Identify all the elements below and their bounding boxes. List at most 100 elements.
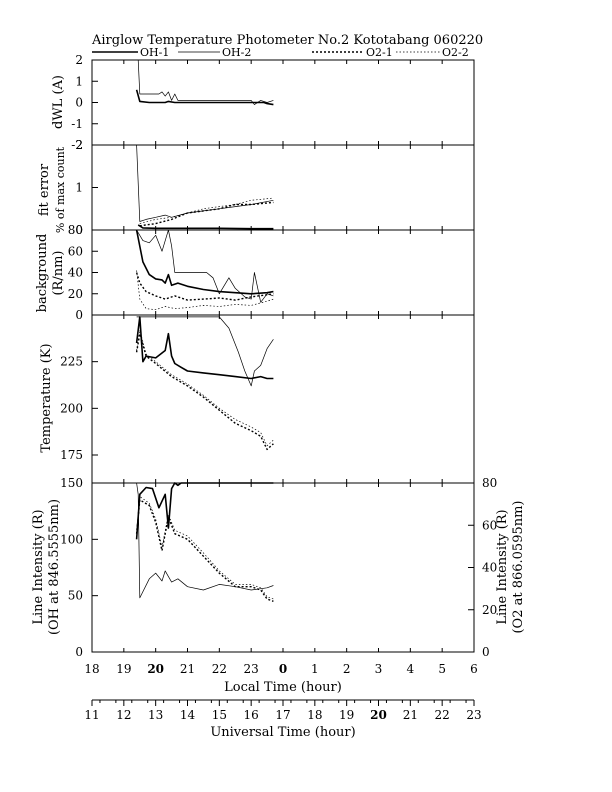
y-tick-label: 0	[75, 308, 83, 322]
x-tick-label-local: 6	[470, 662, 478, 676]
x-tick-label-local: 21	[180, 662, 195, 676]
y-axis-label-right: (O2 at 866.0595nm)	[511, 500, 526, 633]
y-tick-label-right: 20	[482, 603, 497, 617]
x-axis-label-local: Local Time (hour)	[224, 680, 342, 695]
y-tick-label: 0	[75, 223, 83, 237]
y-tick-label-right: 0	[482, 645, 490, 659]
panel-frame	[91, 482, 475, 653]
chart-title: Airglow Temperature Photometer No.2 Koto…	[91, 33, 483, 48]
y-axis-label: fit error	[37, 163, 52, 216]
series-o21	[135, 333, 274, 451]
series-o21	[135, 272, 274, 301]
y-tick-label: -1	[71, 117, 83, 131]
x-axis-universal: 11 12 13 14 15 16 17 18 19 20 21 22 23 Universal Tim…	[84, 699, 482, 740]
x-axis-label-universal: Universal Time (hour)	[210, 725, 355, 740]
y-axis-label: % of max count	[54, 146, 67, 233]
series-o22	[136, 329, 274, 447]
series-oh2	[136, 316, 274, 387]
x-tick-label-universal: 17	[275, 708, 290, 722]
y-axis-label: (OH at 846.5555nm)	[47, 499, 62, 635]
x-tick-label-universal: 22	[435, 708, 450, 722]
x-tick-label-local: 18	[84, 662, 99, 676]
x-tick-label-local: 23	[244, 662, 259, 676]
panel-frame	[91, 144, 475, 231]
y-tick-label: 1	[75, 181, 83, 195]
y-tick-label: 1	[75, 74, 83, 88]
y-tick-label-right: 60	[482, 518, 497, 532]
series-oh1	[135, 229, 274, 295]
legend: OH-1 OH-2 O2-1 O2-2	[92, 46, 469, 59]
y-tick-label: 40	[68, 266, 83, 280]
panel-temperature: 225 200 175 Temperature (K)	[39, 314, 475, 484]
y-tick-label-right: 40	[482, 561, 497, 575]
y-tick-label: 200	[60, 401, 83, 415]
x-tick-label-universal: 23	[466, 708, 481, 722]
y-tick-label-right: 80	[482, 476, 497, 490]
series-o21	[139, 201, 274, 227]
panel-background: 80 60 40 20 0 background (R/nm)	[35, 223, 475, 322]
y-axis-label: (R/nm)	[51, 250, 66, 295]
y-axis-label: background	[35, 234, 50, 313]
series-oh2	[136, 482, 274, 599]
x-axis-local: 18 19 20 21 22 23 0 1 2 3 4 5 6 Local Time (hour)	[84, 662, 477, 695]
x-tick-label-local: 4	[407, 662, 415, 676]
panel-dwl: 2 1 0 -1 -2 dWL (A)	[51, 53, 475, 152]
series-o22	[136, 496, 274, 600]
series-o22	[139, 197, 274, 224]
y-axis-label-right: Line Intensity (R)	[495, 509, 510, 624]
x-tick-label-local: 5	[438, 662, 446, 676]
y-tick-label: 150	[60, 476, 83, 490]
series-oh1	[135, 482, 274, 540]
y-tick-label: 20	[68, 287, 83, 301]
chart-panels: 2 1 0 -1 -2 dWL (A) 2 1 0 fit error% of max count…	[31, 53, 526, 659]
legend-label-o21: O2-1	[366, 46, 393, 59]
x-tick-label-universal: 16	[244, 708, 259, 722]
series-oh2	[136, 229, 274, 303]
legend-label-oh2: OH-2	[222, 46, 251, 59]
series-oh1	[135, 89, 274, 106]
y-tick-label: 2	[75, 138, 83, 152]
x-tick-label-universal: 18	[307, 708, 322, 722]
x-tick-label-universal: 11	[84, 708, 99, 722]
y-tick-label: 225	[60, 355, 83, 369]
series-oh2	[136, 144, 274, 222]
x-tick-label-universal: 15	[212, 708, 227, 722]
x-tick-label-universal: 14	[180, 708, 196, 722]
x-tick-label-universal: 13	[148, 708, 163, 722]
universal-time-ticks: 11 12 13 14 15 16 17 18 19 20 21 22 23	[84, 700, 482, 722]
y-tick-label: 0	[75, 96, 83, 110]
x-tick-label-universal: 19	[339, 708, 354, 722]
legend-label-o22: O2-2	[442, 46, 469, 59]
x-tick-label-universal: 20	[370, 708, 387, 722]
local-time-ticks: 18 19 20 21 22 23 0 1 2 3 4 5 6	[84, 662, 477, 676]
x-tick-label-local: 2	[343, 662, 351, 676]
y-tick-label: 50	[68, 589, 83, 603]
y-tick-label: 60	[68, 244, 83, 258]
y-tick-label: 175	[60, 448, 83, 462]
panel-frame	[91, 314, 475, 484]
y-axis-label: Line Intensity (R)	[31, 509, 46, 624]
x-tick-label-local: 3	[375, 662, 383, 676]
y-axis-label: dWL (A)	[51, 75, 66, 129]
x-tick-label-local: 20	[147, 662, 164, 676]
series-oh1	[137, 224, 274, 230]
x-tick-label-local: 1	[311, 662, 319, 676]
x-tick-label-universal: 21	[403, 708, 418, 722]
y-tick-label: 0	[75, 645, 83, 659]
legend-label-oh1: OH-1	[140, 46, 169, 59]
y-tick-label: -2	[71, 138, 83, 152]
x-tick-label-local: 22	[212, 662, 227, 676]
x-tick-label-universal: 12	[116, 708, 131, 722]
y-tick-label: 80	[68, 223, 83, 237]
y-tick-label: 2	[75, 53, 83, 67]
series-oh2	[137, 59, 274, 105]
panel-fit-error: 2 1 0 fit error% of max count	[37, 138, 475, 237]
x-tick-label-local: 19	[116, 662, 131, 676]
series-oh1	[135, 316, 274, 380]
series-o21	[135, 499, 274, 602]
y-axis-label: Temperature (K)	[39, 343, 54, 452]
x-tick-label-local: 0	[279, 662, 287, 676]
y-tick-label: 100	[60, 532, 83, 546]
